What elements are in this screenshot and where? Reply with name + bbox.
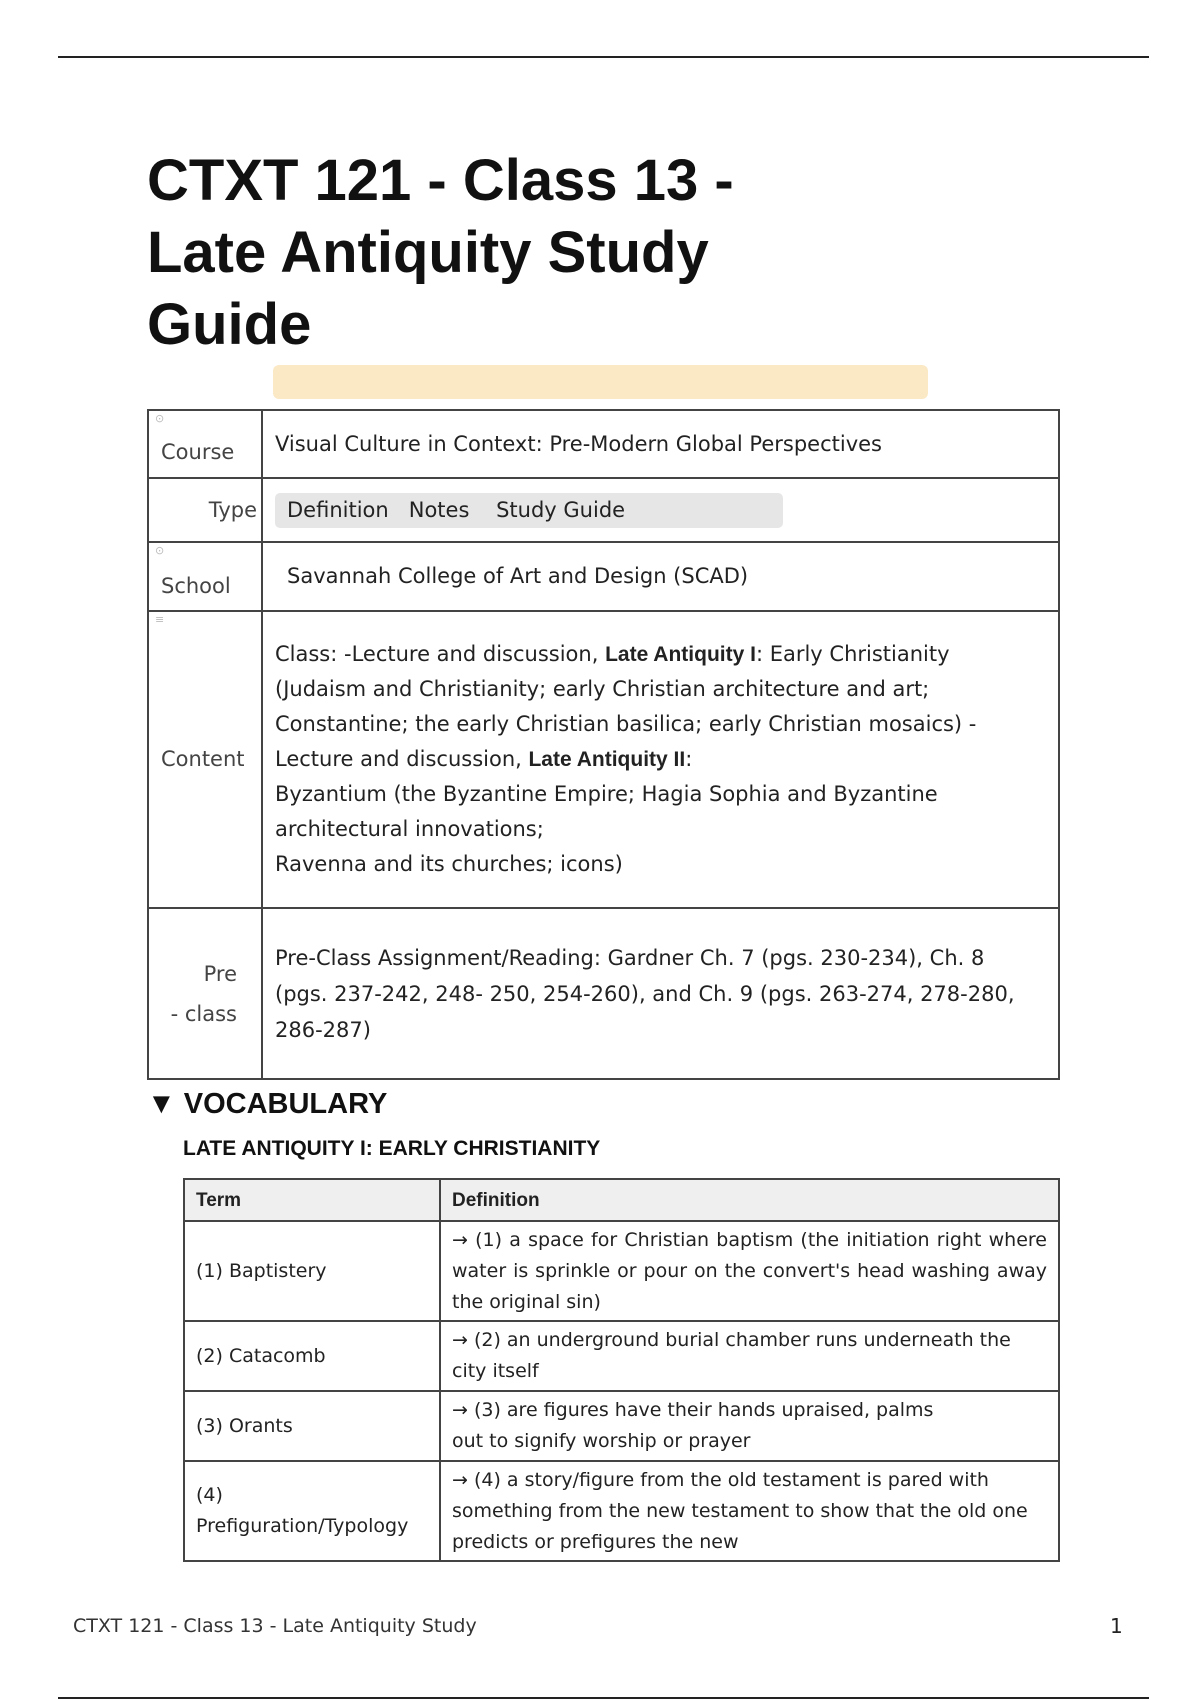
vocabulary-table: Term Definition (1) Baptistery → (1) a spa…	[183, 1178, 1060, 1562]
bottom-rule	[58, 1697, 1149, 1699]
page-title: CTXT 121 - Class 13 - Late Antiquity Stu…	[147, 148, 734, 357]
table-header: Term Definition	[183, 1178, 1060, 1222]
property-label: Pre	[203, 961, 237, 986]
select-icon: ⊙	[155, 544, 165, 557]
footer-title: CTXT 121 - Class 13 - Late Antiquity Stu…	[73, 1615, 477, 1637]
property-label: Content	[161, 747, 245, 771]
page-number: 1	[1110, 1614, 1123, 1638]
property-school: ⊙ School Savannah College of Art and Desi…	[147, 541, 1060, 612]
tag: Study Guide	[496, 497, 626, 522]
property-label: Type	[147, 477, 263, 543]
property-preclass: Pre - class Pre-Class Assignment/Reading:…	[147, 907, 1060, 1080]
property-content: ≡ Content Class: -Lecture and discussion,…	[147, 610, 1060, 909]
tag: Notes	[408, 497, 470, 522]
select-icon: ⊙	[155, 412, 165, 425]
property-value[interactable]: Pre-Class Assignment/Reading: Gardner Ch…	[261, 907, 1060, 1080]
vocabulary-toggle[interactable]: ▼ VOCABULARY	[147, 1088, 388, 1120]
property-label: - class	[170, 1001, 237, 1026]
property-type: Type Definition Notes Study Guide	[147, 477, 1060, 543]
table-row: (1) Baptistery → (1) a space for Christia…	[183, 1220, 1060, 1322]
highlight-bar	[273, 365, 928, 399]
property-course: ⊙ Course Visual Culture in Context: Pre-M…	[147, 409, 1060, 479]
text-icon: ≡	[155, 613, 165, 626]
table-row: (2) Catacomb → (2) an underground burial …	[183, 1320, 1060, 1392]
section-heading: LATE ANTIQUITY I: EARLY CHRISTIANITY	[183, 1137, 601, 1160]
table-row: (3) Orants → (3) are figures have their h…	[183, 1390, 1060, 1462]
tag: Definition	[287, 497, 389, 522]
properties-table: ⊙ Course Visual Culture in Context: Pre-M…	[147, 409, 1060, 1080]
document-body: ⊙ Course Visual Culture in Context: Pre-M…	[147, 409, 1060, 1562]
property-value[interactable]: Class: -Lecture and discussion, Late Ant…	[261, 610, 1060, 909]
property-label: School	[161, 574, 231, 598]
property-value[interactable]: Savannah College of Art and Design (SCAD…	[261, 541, 1060, 612]
table-row: (4) Prefiguration/Typology → (4) a story/…	[183, 1460, 1060, 1562]
property-value[interactable]: Visual Culture in Context: Pre-Modern Gl…	[261, 409, 1060, 479]
property-label: Course	[161, 439, 235, 464]
top-rule	[58, 56, 1149, 58]
